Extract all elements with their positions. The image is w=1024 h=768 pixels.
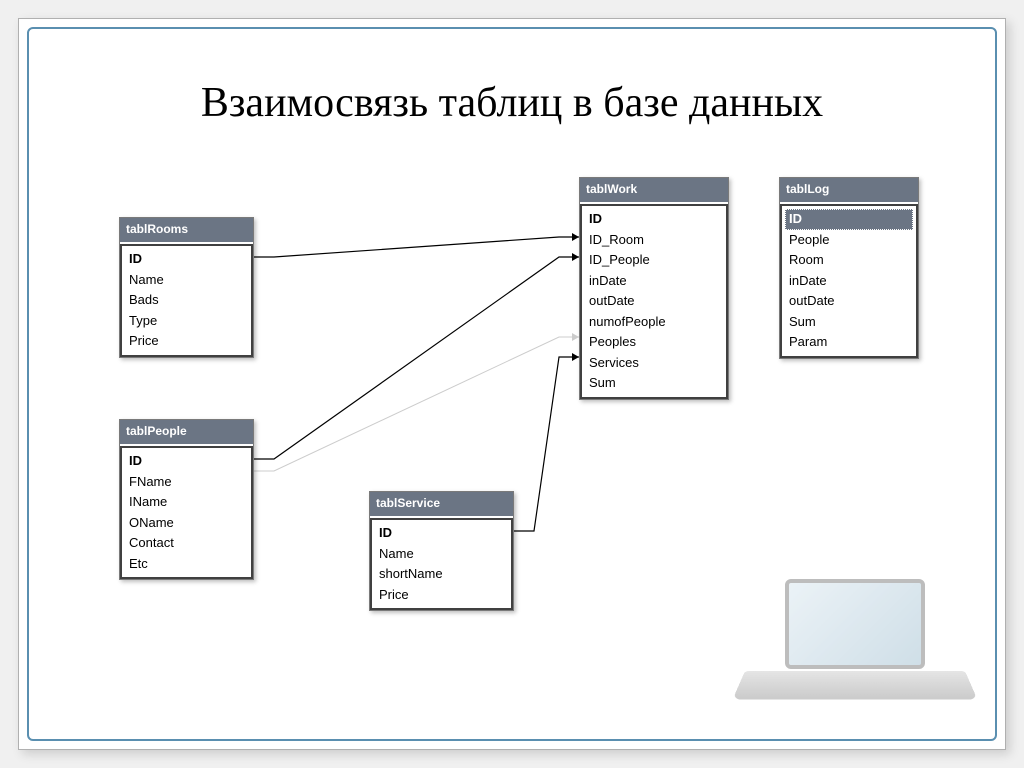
- table-header[interactable]: tablPeople: [120, 420, 253, 444]
- relation-line: [254, 237, 579, 257]
- relation-arrowhead: [572, 233, 579, 241]
- field-Sum[interactable]: Sum: [585, 373, 723, 394]
- table-tablPeople[interactable]: tablPeopleIDFNameINameONameContactEtc: [119, 419, 254, 580]
- field-Bads[interactable]: Bads: [125, 290, 248, 311]
- table-header[interactable]: tablRooms: [120, 218, 253, 242]
- field-Price[interactable]: Price: [125, 331, 248, 352]
- field-outDate[interactable]: outDate: [785, 291, 913, 312]
- relation-line: [514, 357, 579, 531]
- field-inDate[interactable]: inDate: [785, 271, 913, 292]
- field-numofPeople[interactable]: numofPeople: [585, 312, 723, 333]
- field-ID_Room[interactable]: ID_Room: [585, 230, 723, 251]
- field-Param[interactable]: Param: [785, 332, 913, 353]
- field-inDate[interactable]: inDate: [585, 271, 723, 292]
- slide-title: Взаимосвязь таблиц в базе данных: [19, 79, 1005, 127]
- field-ID[interactable]: ID: [125, 249, 248, 270]
- relation-arrowhead: [572, 333, 579, 341]
- table-body: IDPeopleRoominDateoutDateSumParam: [780, 204, 918, 358]
- field-Services[interactable]: Services: [585, 353, 723, 374]
- field-Etc[interactable]: Etc: [125, 554, 248, 575]
- table-header[interactable]: tablWork: [580, 178, 728, 202]
- table-body: IDFNameINameONameContactEtc: [120, 446, 253, 579]
- field-Contact[interactable]: Contact: [125, 533, 248, 554]
- table-body: IDNameBadsTypePrice: [120, 244, 253, 357]
- table-body: IDNameshortNamePrice: [370, 518, 513, 610]
- table-tablLog[interactable]: tablLogIDPeopleRoominDateoutDateSumParam: [779, 177, 919, 359]
- relation-arrowhead: [572, 353, 579, 361]
- field-Price[interactable]: Price: [375, 585, 508, 606]
- relation-arrowhead: [572, 253, 579, 261]
- field-shortName[interactable]: shortName: [375, 564, 508, 585]
- field-outDate[interactable]: outDate: [585, 291, 723, 312]
- slide-frame: Взаимосвязь таблиц в базе данных tablRoo…: [18, 18, 1006, 750]
- field-Type[interactable]: Type: [125, 311, 248, 332]
- field-Name[interactable]: Name: [375, 544, 508, 565]
- field-FName[interactable]: FName: [125, 472, 248, 493]
- laptop-decoration: [745, 579, 965, 719]
- table-header[interactable]: tablLog: [780, 178, 918, 202]
- field-Peoples[interactable]: Peoples: [585, 332, 723, 353]
- field-Sum[interactable]: Sum: [785, 312, 913, 333]
- field-OName[interactable]: OName: [125, 513, 248, 534]
- relation-line: [254, 257, 579, 459]
- table-tablService[interactable]: tablServiceIDNameshortNamePrice: [369, 491, 514, 611]
- table-tablWork[interactable]: tablWorkIDID_RoomID_PeopleinDateoutDaten…: [579, 177, 729, 400]
- field-ID[interactable]: ID: [585, 209, 723, 230]
- field-IName[interactable]: IName: [125, 492, 248, 513]
- field-People[interactable]: People: [785, 230, 913, 251]
- field-ID[interactable]: ID: [785, 209, 913, 230]
- field-ID_People[interactable]: ID_People: [585, 250, 723, 271]
- table-tablRooms[interactable]: tablRoomsIDNameBadsTypePrice: [119, 217, 254, 358]
- field-ID[interactable]: ID: [125, 451, 248, 472]
- table-body: IDID_RoomID_PeopleinDateoutDatenumofPeop…: [580, 204, 728, 399]
- relation-line: [254, 337, 579, 471]
- field-ID[interactable]: ID: [375, 523, 508, 544]
- field-Name[interactable]: Name: [125, 270, 248, 291]
- table-header[interactable]: tablService: [370, 492, 513, 516]
- field-Room[interactable]: Room: [785, 250, 913, 271]
